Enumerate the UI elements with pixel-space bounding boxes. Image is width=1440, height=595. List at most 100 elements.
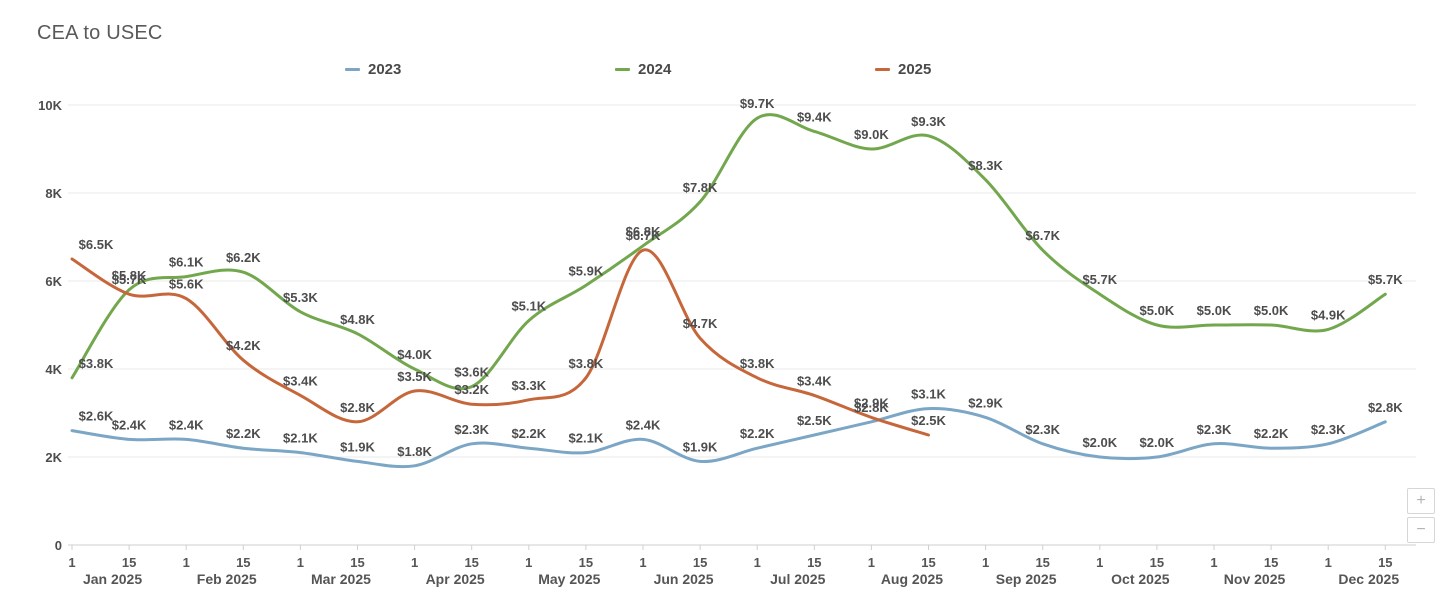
data-label-2024-Feb-15: $6.2K	[226, 250, 261, 265]
data-label-2024-Sep-1: $8.3K	[968, 158, 1003, 173]
data-label-2023-Mar-15: $1.9K	[340, 439, 375, 454]
x-tick-label-Jul 15: 15	[807, 555, 821, 570]
data-label-2023-Jun-1: $2.4K	[626, 417, 661, 432]
data-label-2023-Sep-15: $2.3K	[1025, 422, 1060, 437]
data-label-2025-May-1: $3.3K	[511, 378, 546, 393]
legend-swatch-2024	[615, 68, 630, 71]
x-tick-label-Jun 1: 1	[639, 555, 646, 570]
data-label-2024-May-15: $5.9K	[569, 263, 604, 278]
x-month-label-Apr: Apr 2025	[426, 571, 485, 587]
x-tick-label-Apr 1: 1	[411, 555, 418, 570]
data-label-2023-Dec-15: $2.8K	[1368, 400, 1403, 415]
x-tick-label-Sep 15: 15	[1035, 555, 1049, 570]
legend-label-2024: 2024	[638, 61, 672, 78]
data-label-2024-Feb-1: $6.1K	[169, 255, 204, 270]
data-label-2025-Apr-1: $3.5K	[397, 369, 432, 384]
x-tick-label-Nov 1: 1	[1210, 555, 1217, 570]
data-label-2023-Apr-15: $2.3K	[454, 422, 489, 437]
data-label-2025-Jun-15: $4.7K	[683, 316, 718, 331]
data-label-2023-Oct-15: $2.0K	[1140, 435, 1175, 450]
x-month-label-Jan: Jan 2025	[83, 571, 142, 587]
legend-item-2023[interactable]: 2023	[345, 61, 401, 78]
series-line-2024	[70, 113, 1387, 391]
x-tick-label-Aug 15: 15	[921, 555, 935, 570]
data-label-2024-Dec-15: $5.7K	[1368, 272, 1403, 287]
x-tick-label-Jan 1: 1	[68, 555, 75, 570]
data-label-2024-Mar-1: $5.3K	[283, 290, 318, 305]
x-tick-label-Dec 15: 15	[1378, 555, 1392, 570]
x-month-label-Jun: Jun 2025	[654, 571, 714, 587]
data-label-2025-Jun-1: $6.7K	[626, 228, 661, 243]
data-label-2025-Feb-15: $4.2K	[226, 338, 261, 353]
data-label-2025-Jan-1: $6.5K	[79, 237, 114, 252]
data-label-2025-May-15: $3.8K	[569, 356, 604, 371]
data-label-2023-Jan-15: $2.4K	[112, 417, 147, 432]
x-month-label-Nov: Nov 2025	[1224, 571, 1286, 587]
x-month-label-Oct: Oct 2025	[1111, 571, 1170, 587]
x-month-label-Dec: Dec 2025	[1338, 571, 1399, 587]
data-label-2025-Aug-1: $2.9K	[854, 395, 889, 410]
data-label-2025-Aug-15: $2.5K	[911, 413, 946, 428]
x-tick-label-Jul 1: 1	[754, 555, 761, 570]
data-label-2024-Jul-1: $9.7K	[740, 96, 775, 111]
x-tick-label-Dec 1: 1	[1325, 555, 1332, 570]
data-label-2023-Aug-15: $3.1K	[911, 387, 946, 402]
y-axis-label-10K: 10K	[38, 98, 62, 113]
x-tick-label-Mar 1: 1	[297, 555, 304, 570]
x-month-label-Jul: Jul 2025	[770, 571, 825, 587]
data-label-2023-Feb-15: $2.2K	[226, 426, 261, 441]
data-label-2024-Jul-15: $9.4K	[797, 109, 832, 124]
x-tick-label-Sep 1: 1	[982, 555, 989, 570]
legend-label-2025: 2025	[898, 61, 932, 78]
data-label-2024-Dec-1: $4.9K	[1311, 307, 1346, 322]
data-label-2024-Sep-15: $6.7K	[1025, 228, 1060, 243]
y-axis-label-8K: 8K	[45, 186, 62, 201]
x-tick-label-Mar 15: 15	[350, 555, 364, 570]
data-label-2023-Jul-15: $2.5K	[797, 413, 832, 428]
zoom-in-button[interactable]: +	[1407, 488, 1435, 514]
data-label-2025-Mar-1: $3.4K	[283, 373, 318, 388]
data-label-2024-Nov-15: $5.0K	[1254, 303, 1289, 318]
data-label-2023-Jul-1: $2.2K	[740, 426, 775, 441]
data-label-2023-Oct-1: $2.0K	[1082, 435, 1117, 450]
data-label-2024-May-1: $5.1K	[511, 299, 546, 314]
data-label-2025-Jan-15: $5.7K	[112, 272, 147, 287]
data-label-2025-Jul-15: $3.4K	[797, 373, 832, 388]
x-tick-label-Feb 15: 15	[236, 555, 250, 570]
x-tick-label-Oct 15: 15	[1150, 555, 1164, 570]
data-label-2024-Oct-1: $5.7K	[1082, 272, 1117, 287]
data-label-2023-Feb-1: $2.4K	[169, 417, 204, 432]
legend-item-2025[interactable]: 2025	[875, 61, 931, 78]
x-month-label-Aug: Aug 2025	[881, 571, 943, 587]
data-label-2024-Aug-1: $9.0K	[854, 127, 889, 142]
data-label-2025-Feb-1: $5.6K	[169, 277, 204, 292]
data-label-2025-Apr-15: $3.2K	[454, 382, 489, 397]
x-tick-label-May 1: 1	[525, 555, 532, 570]
legend-label-2023: 2023	[368, 61, 402, 78]
data-label-2023-Apr-1: $1.8K	[397, 444, 432, 459]
y-axis-label-4K: 4K	[45, 362, 62, 377]
chart-title: CEA to USEC	[37, 22, 163, 44]
data-label-2024-Mar-15: $4.8K	[340, 312, 375, 327]
data-label-2023-May-15: $2.1K	[569, 431, 604, 446]
x-tick-label-Jan 15: 15	[122, 555, 136, 570]
data-label-2023-Nov-15: $2.2K	[1254, 426, 1289, 441]
data-label-2023-Jun-15: $1.9K	[683, 439, 718, 454]
data-label-2024-Jan-1: $3.8K	[79, 356, 114, 371]
data-label-2023-Nov-1: $2.3K	[1197, 422, 1232, 437]
data-label-2023-Sep-1: $2.9K	[968, 395, 1003, 410]
y-axis-label-6K: 6K	[45, 274, 62, 289]
data-label-2024-Aug-15: $9.3K	[911, 114, 946, 129]
zoom-out-button[interactable]: −	[1407, 517, 1435, 543]
x-month-label-Mar: Mar 2025	[311, 571, 371, 587]
data-label-2023-May-1: $2.2K	[511, 426, 546, 441]
x-tick-label-Nov 15: 15	[1264, 555, 1278, 570]
x-tick-label-Jun 15: 15	[693, 555, 707, 570]
data-label-2023-Mar-1: $2.1K	[283, 431, 318, 446]
x-month-label-May: May 2025	[538, 571, 600, 587]
data-label-2024-Jun-1: $6.8K	[626, 224, 661, 239]
legend-item-2024[interactable]: 2024	[615, 61, 671, 78]
data-label-2025-Jul-1: $3.8K	[740, 356, 775, 371]
